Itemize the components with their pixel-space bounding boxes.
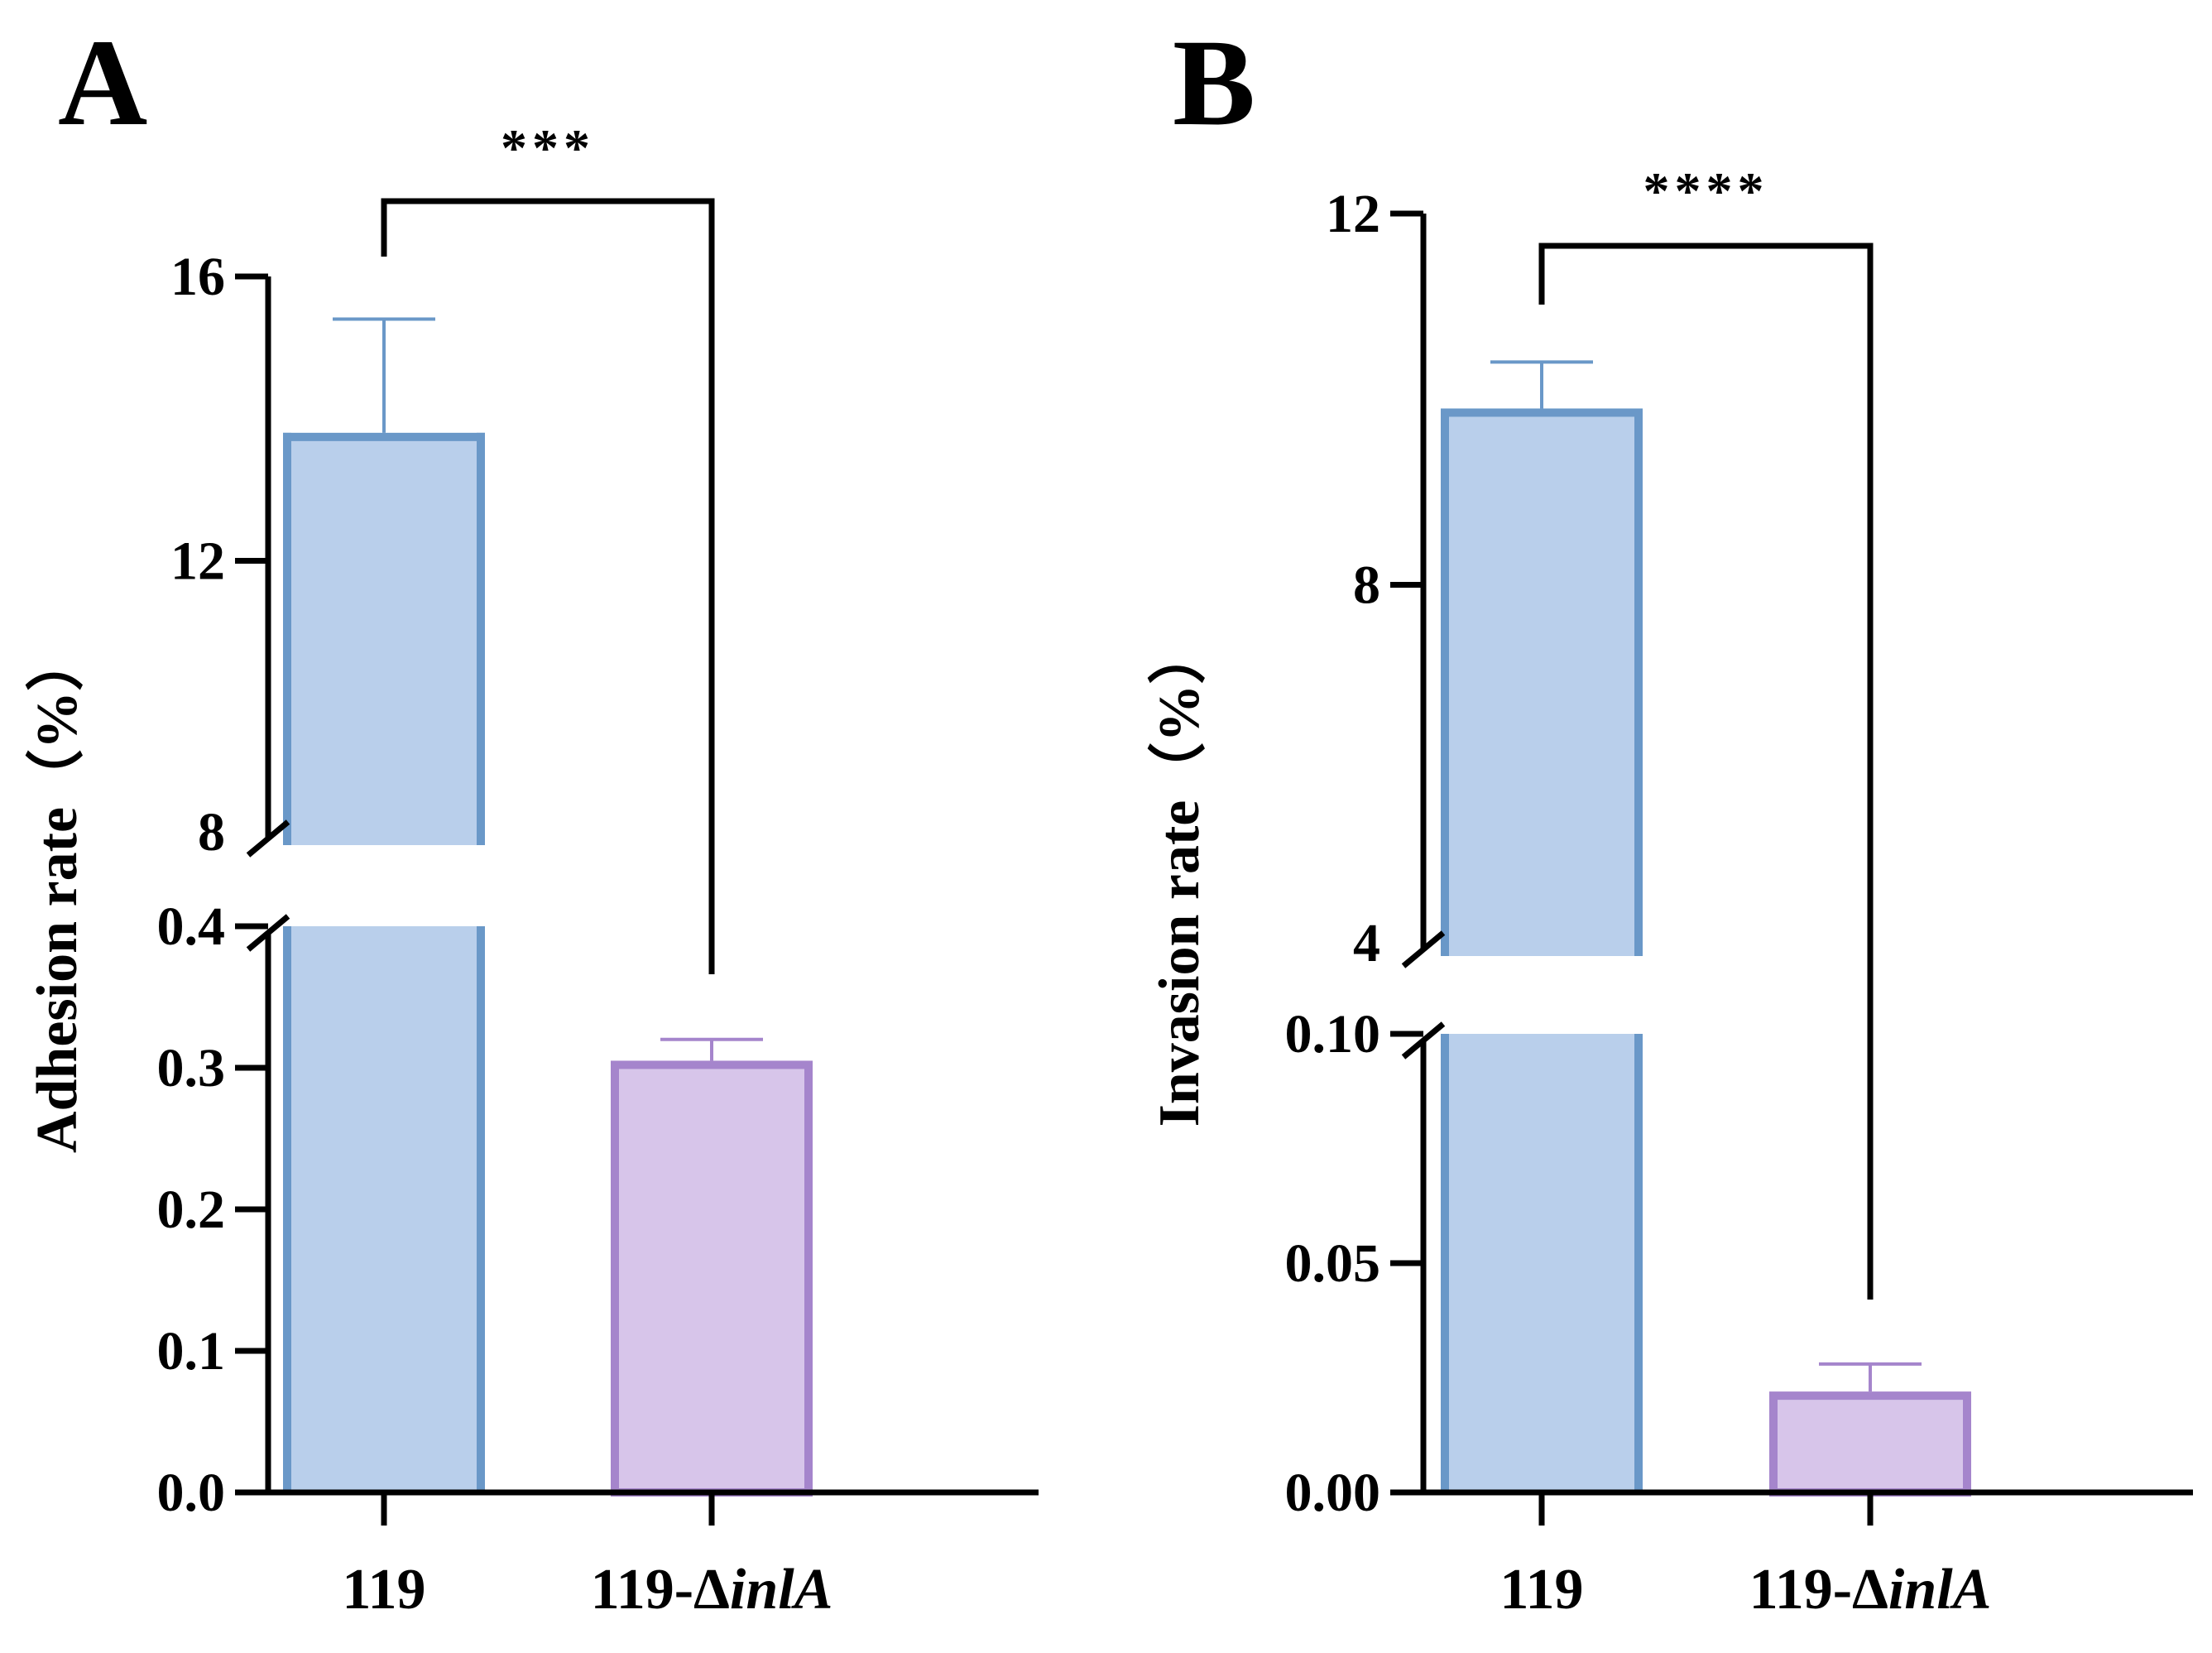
significance-marker: **** [1643, 161, 1769, 220]
y-tick-label: 0.0 [157, 1463, 226, 1523]
y-tick-label: 0.4 [157, 896, 226, 957]
y-tick-label: 8 [1353, 555, 1380, 616]
y-tick-label: 0.00 [1285, 1463, 1381, 1523]
axis-break-mark [246, 914, 290, 952]
x-category-label: 119-ΔinlA [1749, 1558, 1992, 1622]
y-axis-label: Invasion rate（%） [1147, 627, 1212, 1127]
x-category-label-part: 119 [342, 1558, 425, 1622]
significance-marker: *** [501, 118, 595, 177]
bar-upper-segment [283, 432, 485, 845]
significance-bracket [1538, 243, 1874, 1300]
bar-lower-segment [1441, 1034, 1643, 1492]
x-category-label-italic-part: inlA [730, 1558, 833, 1622]
y-tick-label: 0.05 [1285, 1233, 1381, 1294]
y-tick-label: 0.1 [157, 1321, 226, 1382]
x-category-label-part: 119-Δ [1749, 1558, 1888, 1622]
y-axis-label: Adhesion rate（%） [25, 633, 89, 1153]
chart-panel-a: A 0.0 0.1 0.2 0.3 0.4 8 12 16 119 119-ΔinlA Adhesio… [25, 14, 1039, 1622]
y-tick-label: 12 [1326, 184, 1380, 244]
x-category-label-italic-part: inlA [1888, 1558, 1992, 1622]
bar-lower-segment [283, 926, 485, 1492]
x-category-label: 119-ΔinlA [591, 1558, 833, 1622]
y-tick-label: 16 [170, 247, 225, 307]
y-tick-label: 0.3 [157, 1038, 226, 1098]
axis-break-mark [246, 819, 290, 858]
y-tick-label: 4 [1353, 913, 1380, 973]
chart-panel-b: B 0.00 0.05 0.10 4 8 12 119 119-ΔinlA Invasion ra… [1147, 14, 2193, 1622]
x-category-label-part: 119 [1499, 1558, 1583, 1622]
axis-break-mark [1401, 1021, 1446, 1060]
x-category-label: 119 [1499, 1558, 1583, 1622]
panel-letter: B [1173, 14, 1255, 151]
y-tick-label: 0.10 [1285, 1004, 1381, 1064]
y-tick-label: 12 [170, 531, 225, 592]
significance-bracket [381, 198, 715, 974]
bar [1769, 1391, 1971, 1497]
bar [611, 1060, 813, 1497]
y-tick-label: 0.2 [157, 1180, 226, 1240]
x-category-label-part: 119-Δ [591, 1558, 730, 1622]
x-category-label: 119 [342, 1558, 425, 1622]
y-tick-label: 8 [198, 802, 225, 863]
bar-upper-segment [1441, 408, 1643, 956]
panel-letter: A [58, 14, 147, 151]
axis-break-mark [1401, 930, 1446, 968]
